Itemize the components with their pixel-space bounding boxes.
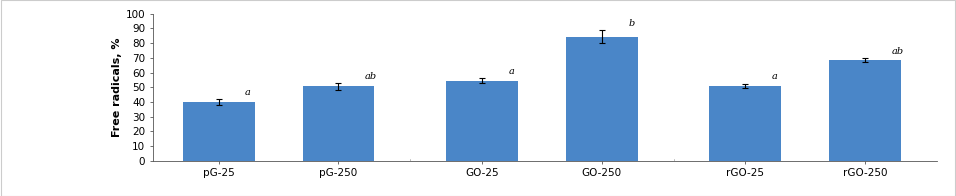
Text: b: b bbox=[628, 19, 635, 28]
Text: a: a bbox=[771, 72, 777, 81]
Bar bbox=[829, 60, 901, 161]
Text: a: a bbox=[509, 67, 514, 76]
Text: a: a bbox=[245, 88, 251, 97]
Text: ab: ab bbox=[891, 47, 903, 56]
Bar bbox=[302, 86, 375, 161]
Bar bbox=[183, 102, 254, 161]
Bar bbox=[566, 36, 638, 161]
Y-axis label: Free radicals, %: Free radicals, % bbox=[112, 37, 121, 137]
Bar bbox=[446, 81, 518, 161]
Text: ab: ab bbox=[365, 72, 377, 81]
Bar bbox=[709, 86, 781, 161]
